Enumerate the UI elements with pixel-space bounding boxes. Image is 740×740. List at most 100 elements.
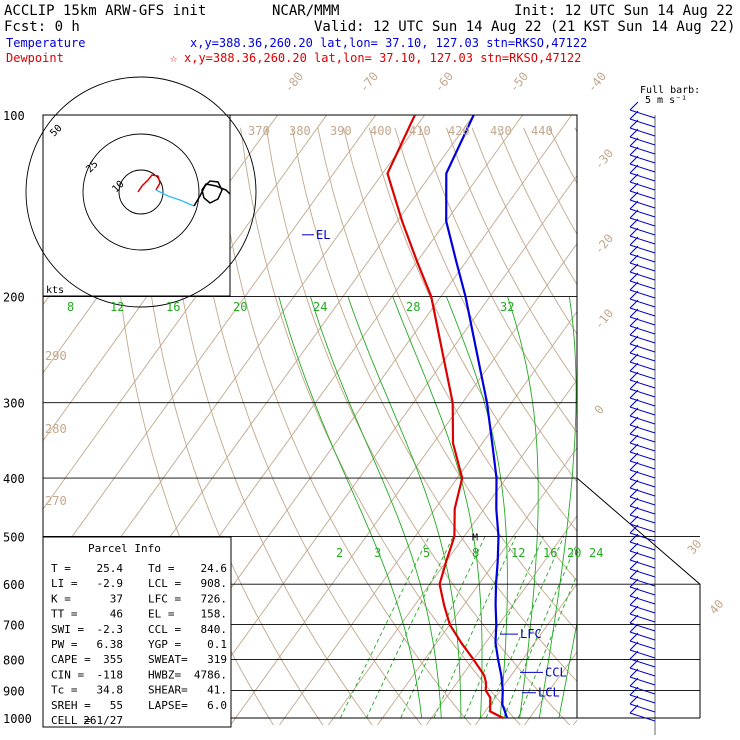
wind-barb-shaft xyxy=(629,379,656,389)
wind-barb xyxy=(629,452,656,470)
wind-barb-flag xyxy=(629,632,639,642)
parcel-value: 0.1 xyxy=(207,638,227,651)
wind-barb xyxy=(629,416,656,434)
wind-barb xyxy=(629,254,656,272)
wind-barb-flag xyxy=(629,515,639,525)
wind-barb-flag xyxy=(629,362,639,372)
wind-barb-flag xyxy=(629,614,639,624)
wind-barb-shaft xyxy=(629,631,656,641)
theta-label: 400 xyxy=(370,124,392,138)
moist-adiabat xyxy=(278,296,423,719)
moist-adiabat-label: 28 xyxy=(406,300,420,314)
isotherm-label: -80 xyxy=(282,69,307,95)
wind-barb-flag xyxy=(629,551,639,561)
parcel-key: CELL = xyxy=(51,714,91,727)
wind-barb-flag xyxy=(629,119,639,129)
wind-barb-flag xyxy=(629,191,639,201)
lcl-annotation-label: LCL xyxy=(538,686,560,700)
moist-adiabat-label: 20 xyxy=(233,300,247,314)
wind-barb-flag xyxy=(629,578,639,588)
wind-barb xyxy=(629,695,656,713)
isotherm-label: 30 xyxy=(685,537,705,557)
isotherm-label: -40 xyxy=(585,69,610,95)
dry-adiabat xyxy=(188,127,423,725)
wind-barb-flag xyxy=(629,254,639,264)
wind-barb xyxy=(629,596,656,614)
wind-barb-shaft xyxy=(629,442,656,452)
wind-barb-shaft xyxy=(629,280,656,290)
mixing-ratio-label: 12 xyxy=(511,546,525,560)
wind-barb-flag xyxy=(629,236,639,246)
plot-frame-extension xyxy=(576,477,701,718)
wind-barb xyxy=(629,362,656,380)
wind-barb-shaft xyxy=(629,595,656,605)
theta-label: 420 xyxy=(448,124,470,138)
wind-barb-flag xyxy=(629,524,639,534)
wind-barb-flag xyxy=(629,605,639,615)
parcel-key: YGP = xyxy=(148,638,181,651)
mixing-ratio-line xyxy=(339,536,430,719)
legend-dewpoint-info: x,y=388.36,260.20 lat,lon= 37.10, 127.03… xyxy=(184,51,581,65)
wind-barb-flag xyxy=(629,650,639,660)
wind-barb xyxy=(629,623,656,641)
wind-barb xyxy=(629,353,656,371)
wind-barb-shaft xyxy=(629,136,656,146)
parcel-key: SWI = xyxy=(51,623,84,636)
isotherm-line xyxy=(180,174,577,725)
wind-barb-flag xyxy=(629,479,639,489)
wind-barb-flag xyxy=(629,641,639,651)
el-annotation-label: EL xyxy=(316,228,330,242)
wind-barb-shaft xyxy=(629,208,656,218)
parcel-value: 158. xyxy=(201,608,228,621)
wind-barb-flag xyxy=(629,407,639,417)
wind-barb-flag xyxy=(629,533,639,543)
pressure-label: 800 xyxy=(3,654,25,668)
wind-barb-flag xyxy=(629,263,639,273)
wind-barb-shaft xyxy=(629,487,656,497)
mixing-ratio-line xyxy=(463,536,544,719)
wind-barb-shaft xyxy=(629,352,656,362)
hodograph-trace-low xyxy=(137,174,161,193)
isotherm-label: -50 xyxy=(507,69,532,95)
mixing-ratio-label: 2 xyxy=(336,546,343,560)
wind-barb-flag xyxy=(629,425,639,435)
parcel-value: -2.3 xyxy=(97,623,124,636)
wind-barb-shaft xyxy=(629,118,656,128)
wind-barb-shaft xyxy=(629,577,656,587)
wind-barb-shaft xyxy=(629,172,656,182)
parcel-key: LAPSE= xyxy=(148,699,188,712)
parcel-value: 25.4 xyxy=(97,562,124,575)
wind-barb xyxy=(629,344,656,362)
wind-barb-shaft xyxy=(629,253,656,263)
hodograph-trace-mid xyxy=(155,189,195,207)
wind-barb-flag xyxy=(629,596,639,606)
wind-barb xyxy=(629,326,656,344)
pressure-label: 300 xyxy=(3,397,25,411)
theta-label: 410 xyxy=(409,124,431,138)
wind-barb-flag xyxy=(629,452,639,462)
wind-barb xyxy=(629,317,656,335)
wind-barb-shaft xyxy=(629,586,656,596)
wind-barb-shaft xyxy=(629,658,656,668)
parcel-key: LFC = xyxy=(148,592,181,605)
moist-adiabat xyxy=(558,620,577,719)
wind-barb xyxy=(629,209,656,227)
parcel-value: 46 xyxy=(110,608,123,621)
wind-barb xyxy=(629,551,656,569)
wind-barb-flag xyxy=(629,443,639,453)
wind-barb xyxy=(629,524,656,542)
isotherm-label: -30 xyxy=(592,146,617,172)
wind-barb xyxy=(629,578,656,596)
wind-barb-shaft xyxy=(629,109,656,119)
wind-barb-flag xyxy=(629,299,639,309)
dry-adiabat xyxy=(601,128,740,731)
wind-barb-shaft xyxy=(629,685,656,695)
pressure-label: 500 xyxy=(3,530,25,544)
wind-barb xyxy=(629,218,656,236)
wind-barb-flag xyxy=(629,677,639,687)
wind-barb xyxy=(629,146,656,164)
wind-barb-shaft xyxy=(629,388,656,398)
wind-barb-flag xyxy=(629,668,639,678)
hodograph-units: kts xyxy=(46,285,64,296)
